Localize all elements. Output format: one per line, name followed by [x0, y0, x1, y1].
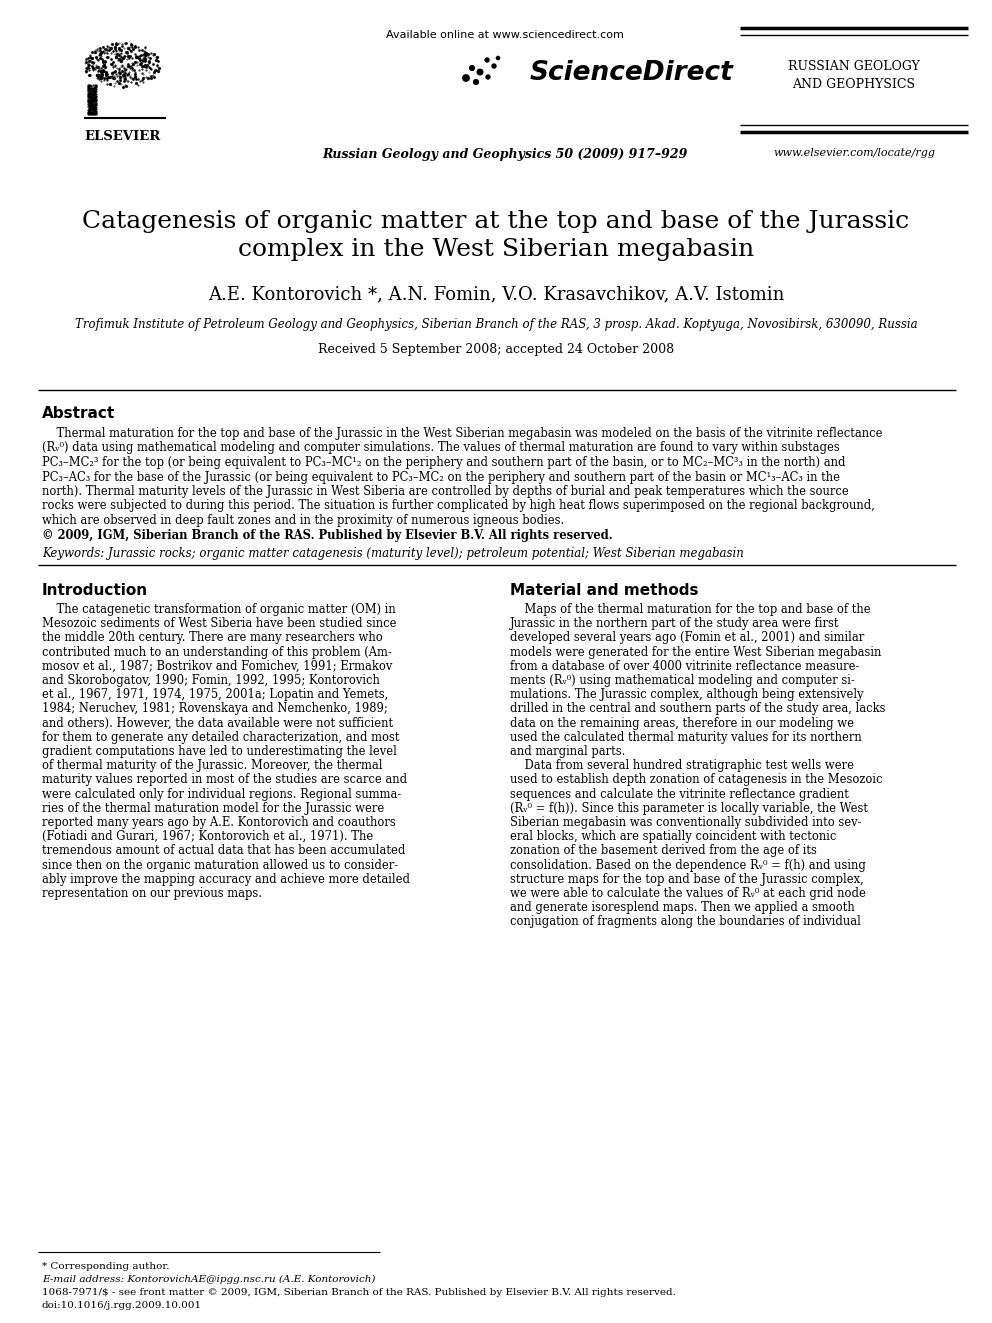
Text: ments (Rᵥ⁰) using mathematical modeling and computer si-: ments (Rᵥ⁰) using mathematical modeling … [510, 673, 855, 687]
Circle shape [496, 57, 500, 60]
Text: north). Thermal maturity levels of the Jurassic in West Siberia are controlled b: north). Thermal maturity levels of the J… [42, 486, 849, 497]
Circle shape [469, 66, 474, 70]
Text: (Fotiadi and Gurari, 1967; Kontorovich et al., 1971). The: (Fotiadi and Gurari, 1967; Kontorovich e… [42, 831, 373, 843]
Circle shape [463, 75, 469, 81]
Text: The catagenetic transformation of organic matter (OM) in: The catagenetic transformation of organi… [42, 603, 396, 617]
Text: ries of the thermal maturation model for the Jurassic were: ries of the thermal maturation model for… [42, 802, 384, 815]
Text: and generate isoresplend maps. Then we applied a smooth: and generate isoresplend maps. Then we a… [510, 901, 855, 914]
Text: developed several years ago (Fomin et al., 2001) and similar: developed several years ago (Fomin et al… [510, 631, 864, 644]
Text: Introduction: Introduction [42, 583, 148, 598]
Text: Jurassic in the northern part of the study area were first: Jurassic in the northern part of the stu… [510, 618, 839, 630]
Text: Trofimuk Institute of Petroleum Geology and Geophysics, Siberian Branch of the R: Trofimuk Institute of Petroleum Geology … [74, 318, 918, 331]
Text: representation on our previous maps.: representation on our previous maps. [42, 886, 262, 900]
Text: consolidation. Based on the dependence Rᵥ⁰ = f(h) and using: consolidation. Based on the dependence R… [510, 859, 866, 872]
Text: A.E. Kontorovich *, A.N. Fomin, V.O. Krasavchikov, A.V. Istomin: A.E. Kontorovich *, A.N. Fomin, V.O. Kra… [207, 284, 785, 303]
Text: Maps of the thermal maturation for the top and base of the: Maps of the thermal maturation for the t… [510, 603, 871, 617]
Text: eral blocks, which are spatially coincident with tectonic: eral blocks, which are spatially coincid… [510, 831, 836, 843]
Text: maturity values reported in most of the studies are scarce and: maturity values reported in most of the … [42, 774, 407, 786]
Text: complex in the West Siberian megabasin: complex in the West Siberian megabasin [238, 238, 754, 261]
Circle shape [473, 79, 478, 85]
Text: used to establish depth zonation of catagenesis in the Mesozoic: used to establish depth zonation of cata… [510, 774, 883, 786]
Circle shape [477, 69, 483, 75]
Text: www.elsevier.com/locate/rgg: www.elsevier.com/locate/rgg [773, 148, 935, 157]
Text: used the calculated thermal maturity values for its northern: used the calculated thermal maturity val… [510, 730, 862, 744]
Text: et al., 1967, 1971, 1974, 1975, 2001a; Lopatin and Yemets,: et al., 1967, 1971, 1974, 1975, 2001a; L… [42, 688, 388, 701]
Text: zonation of the basement derived from the age of its: zonation of the basement derived from th… [510, 844, 816, 857]
Text: reported many years ago by A.E. Kontorovich and coauthors: reported many years ago by A.E. Kontorov… [42, 816, 396, 830]
Text: Siberian megabasin was conventionally subdivided into sev-: Siberian megabasin was conventionally su… [510, 816, 861, 830]
Text: PC₃–AC₃ for the base of the Jurassic (or being equivalent to PC₃–MC₂ on the peri: PC₃–AC₃ for the base of the Jurassic (or… [42, 471, 840, 483]
Text: Russian Geology and Geophysics 50 (2009) 917–929: Russian Geology and Geophysics 50 (2009)… [322, 148, 687, 161]
Text: tremendous amount of actual data that has been accumulated: tremendous amount of actual data that ha… [42, 844, 406, 857]
Text: 1984; Neruchev, 1981; Rovenskaya and Nemchenko, 1989;: 1984; Neruchev, 1981; Rovenskaya and Nem… [42, 703, 388, 716]
Text: ELSEVIER: ELSEVIER [84, 130, 160, 143]
Text: Material and methods: Material and methods [510, 583, 698, 598]
Circle shape [492, 64, 496, 67]
Text: mulations. The Jurassic complex, although being extensively: mulations. The Jurassic complex, althoug… [510, 688, 864, 701]
Text: Abstract: Abstract [42, 406, 115, 421]
Text: mosov et al., 1987; Bostrikov and Fomichev, 1991; Ermakov: mosov et al., 1987; Bostrikov and Fomich… [42, 660, 393, 673]
Text: of thermal maturity of the Jurassic. Moreover, the thermal: of thermal maturity of the Jurassic. Mor… [42, 759, 383, 773]
Text: Keywords: Jurassic rocks; organic matter catagenesis (maturity level); petroleum: Keywords: Jurassic rocks; organic matter… [42, 546, 744, 560]
Text: from a database of over 4000 vitrinite reflectance measure-: from a database of over 4000 vitrinite r… [510, 660, 859, 673]
Text: * Corresponding author.: * Corresponding author. [42, 1262, 170, 1271]
Text: ably improve the mapping accuracy and achieve more detailed: ably improve the mapping accuracy and ac… [42, 873, 410, 886]
Text: (Rᵥ⁰ = f(h)). Since this parameter is locally variable, the West: (Rᵥ⁰ = f(h)). Since this parameter is lo… [510, 802, 868, 815]
Text: Available online at www.sciencedirect.com: Available online at www.sciencedirect.co… [386, 30, 624, 40]
Text: Catagenesis of organic matter at the top and base of the Jurassic: Catagenesis of organic matter at the top… [82, 210, 910, 233]
Text: and others). However, the data available were not sufficient: and others). However, the data available… [42, 717, 393, 729]
Text: data on the remaining areas, therefore in our modeling we: data on the remaining areas, therefore i… [510, 717, 854, 729]
Text: for them to generate any detailed characterization, and most: for them to generate any detailed charac… [42, 730, 400, 744]
Text: and marginal parts.: and marginal parts. [510, 745, 625, 758]
Text: gradient computations have led to underestimating the level: gradient computations have led to undere… [42, 745, 397, 758]
Text: ScienceDirect: ScienceDirect [530, 60, 734, 86]
Text: © 2009, IGM, Siberian Branch of the RAS. Published by Elsevier B.V. All rights r: © 2009, IGM, Siberian Branch of the RAS.… [42, 528, 613, 541]
Text: AND GEOPHYSICS: AND GEOPHYSICS [793, 78, 916, 91]
Text: models were generated for the entire West Siberian megabasin: models were generated for the entire Wes… [510, 646, 881, 659]
Text: Data from several hundred stratigraphic test wells were: Data from several hundred stratigraphic … [510, 759, 854, 773]
Text: and Skorobogatov, 1990; Fomin, 1992, 1995; Kontorovich: and Skorobogatov, 1990; Fomin, 1992, 199… [42, 673, 380, 687]
Text: (Rᵥ⁰) data using mathematical modeling and computer simulations. The values of t: (Rᵥ⁰) data using mathematical modeling a… [42, 442, 840, 455]
Text: rocks were subjected to during this period. The situation is further complicated: rocks were subjected to during this peri… [42, 500, 875, 512]
Text: 1068-7971/$ - see front matter © 2009, IGM, Siberian Branch of the RAS. Publishe: 1068-7971/$ - see front matter © 2009, I… [42, 1289, 676, 1297]
Text: sequences and calculate the vitrinite reflectance gradient: sequences and calculate the vitrinite re… [510, 787, 849, 800]
Text: E-mail address: KontorovichAE@ipgg.nsc.ru (A.E. Kontorovich): E-mail address: KontorovichAE@ipgg.nsc.r… [42, 1275, 375, 1285]
Text: Mesozoic sediments of West Siberia have been studied since: Mesozoic sediments of West Siberia have … [42, 618, 397, 630]
Text: RUSSIAN GEOLOGY: RUSSIAN GEOLOGY [788, 60, 920, 73]
Text: contributed much to an understanding of this problem (Am-: contributed much to an understanding of … [42, 646, 392, 659]
Circle shape [485, 58, 489, 62]
Text: PC₃–MC₂³ for the top (or being equivalent to PC₃–MC¹₂ on the periphery and south: PC₃–MC₂³ for the top (or being equivalen… [42, 456, 845, 468]
Text: Thermal maturation for the top and base of the Jurassic in the West Siberian meg: Thermal maturation for the top and base … [42, 427, 883, 441]
Circle shape [486, 75, 490, 79]
Text: conjugation of fragments along the boundaries of individual: conjugation of fragments along the bound… [510, 916, 861, 929]
Text: the middle 20th century. There are many researchers who: the middle 20th century. There are many … [42, 631, 383, 644]
Text: we were able to calculate the values of Rᵥ⁰ at each grid node: we were able to calculate the values of … [510, 886, 866, 900]
Text: since then on the organic maturation allowed us to consider-: since then on the organic maturation all… [42, 859, 398, 872]
Text: doi:10.1016/j.rgg.2009.10.001: doi:10.1016/j.rgg.2009.10.001 [42, 1301, 202, 1310]
Text: structure maps for the top and base of the Jurassic complex,: structure maps for the top and base of t… [510, 873, 864, 886]
Text: which are observed in deep fault zones and in the proximity of numerous igneous : which are observed in deep fault zones a… [42, 515, 564, 527]
Text: Received 5 September 2008; accepted 24 October 2008: Received 5 September 2008; accepted 24 O… [318, 343, 674, 356]
Text: drilled in the central and southern parts of the study area, lacks: drilled in the central and southern part… [510, 703, 886, 716]
Text: were calculated only for individual regions. Regional summa-: were calculated only for individual regi… [42, 787, 401, 800]
